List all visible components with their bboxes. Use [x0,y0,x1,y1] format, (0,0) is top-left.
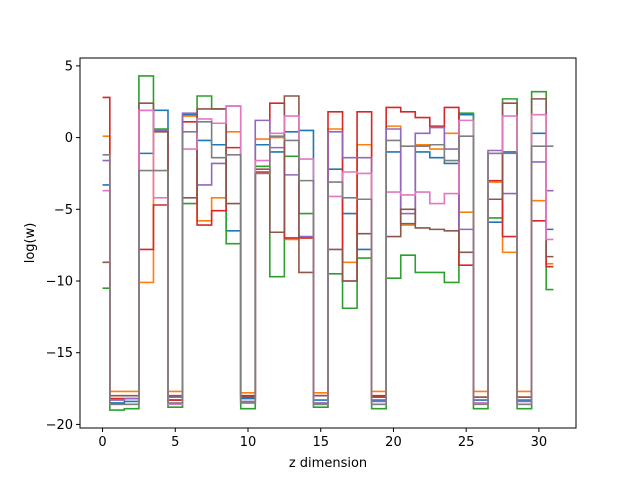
y-tick-label: 0 [65,131,73,146]
series-layer [102,75,554,411]
y-axis-label: log(w) [23,223,38,264]
series-line-8 [102,121,554,406]
y-tick-label: −10 [46,275,73,290]
x-axis-ticks: 0 5 10 15 20 25 30 [98,428,547,450]
x-tick-label: 30 [531,435,548,450]
y-axis-ticks: −20 −15 −10 −5 0 5 [46,59,80,433]
x-axis-label: z dimension [289,456,367,471]
axes-frame [79,57,577,429]
x-tick-label: 15 [312,435,329,450]
y-tick-label: −20 [46,418,73,433]
y-tick-label: −5 [54,203,73,218]
y-tick-label: 5 [65,59,73,74]
x-tick-label: 5 [171,435,179,450]
series-line-3 [102,75,554,411]
x-tick-label: 10 [240,435,257,450]
plot-area [102,75,554,411]
x-tick-label: 20 [385,435,402,450]
x-tick-label: 25 [458,435,475,450]
y-tick-label: −15 [46,346,73,361]
x-tick-label: 0 [98,435,106,450]
